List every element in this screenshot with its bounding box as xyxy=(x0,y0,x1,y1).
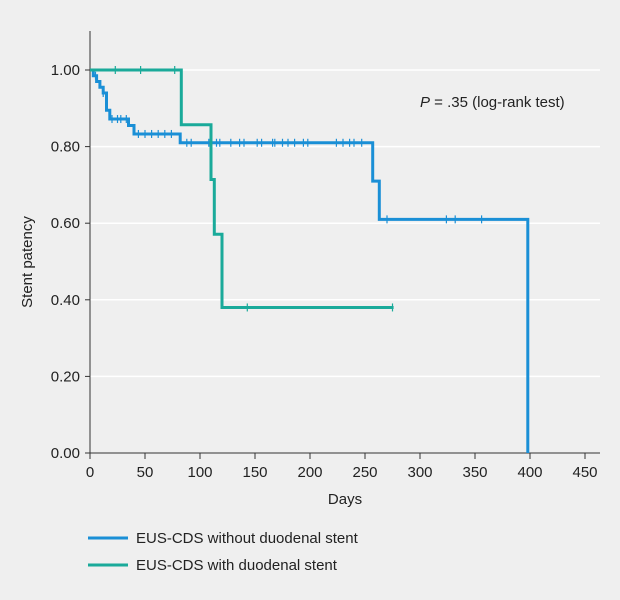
series-line-1 xyxy=(90,68,394,309)
y-tick-label-0: 0.00 xyxy=(51,445,80,462)
x-tick-label-7: 350 xyxy=(462,464,487,481)
x-axis-title: Days xyxy=(328,491,362,508)
tick-labels: 0 50 100 150 200 250 300 350 400 450 0.00 0.20 0.40 0… xyxy=(51,62,598,481)
x-tick-label-8: 400 xyxy=(517,464,542,481)
y-tick-label-4: 0.80 xyxy=(51,139,80,156)
x-tick-label-5: 250 xyxy=(352,464,377,481)
x-tick-label-1: 50 xyxy=(137,464,154,481)
x-tick-label-6: 300 xyxy=(407,464,432,481)
p-value-text: = .35 (log-rank test) xyxy=(430,94,565,111)
y-axis-title: Stent patency xyxy=(19,216,36,308)
series-line-0 xyxy=(90,68,530,453)
x-tick-label-9: 450 xyxy=(572,464,597,481)
x-tick-label-2: 100 xyxy=(187,464,212,481)
x-tick-label-4: 200 xyxy=(297,464,322,481)
x-tick-label-3: 150 xyxy=(242,464,267,481)
series-lines xyxy=(90,66,530,453)
y-tick-label-5: 1.00 xyxy=(51,62,80,79)
x-tick-label-0: 0 xyxy=(86,464,94,481)
gridlines xyxy=(90,69,600,378)
y-tick-label-3: 0.60 xyxy=(51,215,80,232)
legend: EUS-CDS without duodenal stent EUS-CDS w… xyxy=(88,530,359,574)
p-symbol: P xyxy=(420,94,430,111)
legend-label-without-stent: EUS-CDS without duodenal stent xyxy=(136,530,359,547)
legend-label-with-stent: EUS-CDS with duodenal stent xyxy=(136,557,338,574)
p-value-annotation: P = .35 (log-rank test) xyxy=(420,94,565,111)
y-tick-label-1: 0.20 xyxy=(51,368,80,385)
y-tick-label-2: 0.40 xyxy=(51,292,80,309)
axes xyxy=(85,31,600,459)
